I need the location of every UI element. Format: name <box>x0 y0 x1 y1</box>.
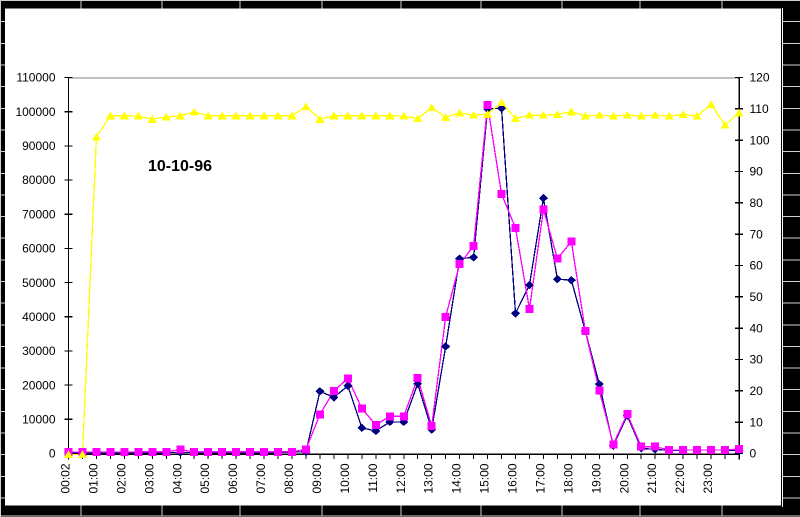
svg-text:0: 0 <box>49 447 56 461</box>
svg-text:60: 60 <box>750 259 764 273</box>
svg-text:11:00: 11:00 <box>366 463 380 492</box>
svg-text:04:00: 04:00 <box>170 463 184 493</box>
svg-text:10:00: 10:00 <box>338 463 352 493</box>
svg-text:22:00: 22:00 <box>673 463 687 493</box>
svg-text:12:00: 12:00 <box>394 463 408 493</box>
svg-text:40: 40 <box>750 321 764 335</box>
svg-text:19:00: 19:00 <box>589 463 603 493</box>
svg-text:20000: 20000 <box>22 378 56 392</box>
svg-text:09:00: 09:00 <box>310 463 324 493</box>
svg-text:00:02: 00:02 <box>59 463 73 493</box>
svg-text:90000: 90000 <box>22 139 56 153</box>
svg-text:18:00: 18:00 <box>561 463 575 493</box>
svg-text:23:00: 23:00 <box>701 463 715 493</box>
svg-text:100000: 100000 <box>15 105 55 119</box>
svg-text:10-10-96: 10-10-96 <box>148 158 212 175</box>
svg-text:30000: 30000 <box>22 344 56 358</box>
svg-text:30: 30 <box>750 353 764 367</box>
svg-text:70000: 70000 <box>22 207 56 221</box>
svg-text:40000: 40000 <box>22 310 56 324</box>
svg-text:21:00: 21:00 <box>645 463 659 493</box>
svg-text:10000: 10000 <box>22 413 56 427</box>
svg-text:06:00: 06:00 <box>226 463 240 493</box>
svg-text:05:00: 05:00 <box>198 463 212 493</box>
svg-text:10: 10 <box>750 415 764 429</box>
svg-text:90: 90 <box>750 165 764 179</box>
svg-text:20: 20 <box>750 384 764 398</box>
svg-text:110000: 110000 <box>16 71 55 85</box>
svg-text:14:00: 14:00 <box>450 463 464 493</box>
svg-text:15:00: 15:00 <box>478 463 492 493</box>
svg-text:13:00: 13:00 <box>422 463 436 493</box>
svg-text:80: 80 <box>750 196 764 210</box>
svg-text:01:00: 01:00 <box>86 463 100 493</box>
svg-text:70: 70 <box>750 227 764 241</box>
svg-text:100: 100 <box>750 133 770 147</box>
svg-text:110: 110 <box>750 102 769 116</box>
svg-text:0: 0 <box>750 447 757 461</box>
svg-text:07:00: 07:00 <box>254 463 268 493</box>
svg-text:08:00: 08:00 <box>282 463 296 493</box>
svg-text:16:00: 16:00 <box>506 463 520 493</box>
svg-text:60000: 60000 <box>22 242 56 256</box>
svg-text:03:00: 03:00 <box>142 463 156 493</box>
svg-text:50000: 50000 <box>22 276 56 290</box>
svg-text:120: 120 <box>750 71 770 85</box>
svg-text:20:00: 20:00 <box>617 463 631 493</box>
svg-text:50: 50 <box>750 290 764 304</box>
svg-text:02:00: 02:00 <box>114 463 128 493</box>
svg-text:80000: 80000 <box>22 173 56 187</box>
svg-text:17:00: 17:00 <box>533 463 547 493</box>
